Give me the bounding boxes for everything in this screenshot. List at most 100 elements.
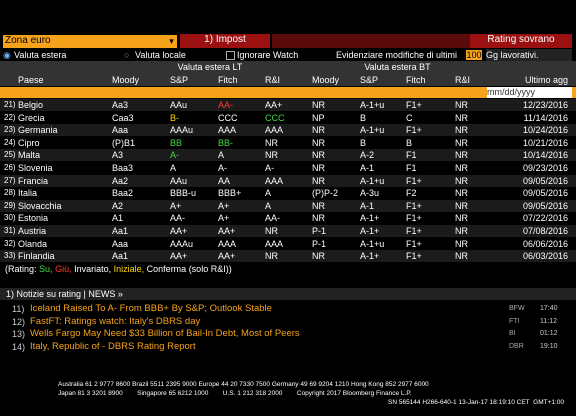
search-input[interactable]: Zona euro <box>3 35 167 48</box>
news-number[interactable]: 11) <box>12 304 25 314</box>
news-headline[interactable]: FastFT: Ratings watch: Italy's DBRS day <box>30 315 201 327</box>
table-cell: BBB-u <box>170 188 197 199</box>
table-cell: A <box>265 188 272 199</box>
table-row <box>0 250 576 263</box>
column-header[interactable]: S&P <box>170 75 189 85</box>
table-cell: AA- <box>218 100 234 110</box>
table-cell: NR <box>455 175 468 186</box>
table-cell: Aa1 <box>112 226 129 236</box>
table-cell: A+ <box>170 200 182 211</box>
table-row <box>0 212 576 225</box>
table-cell: NR <box>312 175 325 186</box>
table-cell: A- <box>170 150 179 161</box>
table-cell[interactable]: Germania <box>18 125 58 136</box>
row-number[interactable]: 33) <box>4 251 16 261</box>
news-time: 19:10 <box>540 342 558 350</box>
table-cell[interactable]: Slovenia <box>18 163 53 173</box>
row-number[interactable]: 28) <box>4 188 16 198</box>
table-cell: B <box>360 137 367 148</box>
table-row <box>0 174 576 187</box>
legend: (Rating: Su, Giù, Invariato, Iniziale, C… <box>5 263 234 275</box>
table-cell: 09/05/2016 <box>522 200 568 211</box>
settings-button[interactable]: 1) Impost <box>180 34 270 48</box>
row-number[interactable]: 24) <box>4 137 16 147</box>
column-header[interactable]: Moody <box>112 75 140 85</box>
table-cell: NR <box>265 226 278 236</box>
row-number[interactable]: 25) <box>4 150 16 160</box>
radio-label[interactable]: Valuta estera <box>14 50 67 60</box>
row-number[interactable]: 21) <box>4 100 16 109</box>
table-cell: 07/08/2016 <box>522 226 568 236</box>
row-number[interactable]: 32) <box>4 238 16 248</box>
row-number[interactable]: 23) <box>4 125 16 135</box>
row-number[interactable]: 29) <box>4 200 16 210</box>
column-header[interactable]: R&I <box>265 75 281 85</box>
table-cell: 06/03/2016 <box>522 251 568 262</box>
checkbox[interactable] <box>226 51 235 60</box>
table-cell: AAA <box>265 125 284 136</box>
column-header[interactable]: Ultimo agg <box>524 75 568 85</box>
column-header[interactable]: Fitch <box>218 75 238 85</box>
table-cell: AAA <box>265 175 284 186</box>
news-headline[interactable]: Iceland Raised To A- From BBB+ By S&P; O… <box>30 303 272 314</box>
table-cell: A <box>170 163 177 173</box>
news-headline[interactable]: Italy, Republic of - DBRS Rating Report <box>30 340 196 352</box>
table-cell[interactable]: Malta <box>18 150 41 161</box>
table-cell[interactable]: Grecia <box>18 112 45 123</box>
row-number[interactable]: 22) <box>4 112 16 122</box>
legend-item: Iniziale, <box>113 264 145 274</box>
table-cell[interactable]: Belgio <box>18 100 44 110</box>
table-cell[interactable]: Francia <box>18 175 49 186</box>
legend-item: Su, <box>39 264 53 274</box>
news-header[interactable]: 1) Notizie su rating | NEWS » <box>6 289 123 299</box>
column-header[interactable]: Paese <box>18 75 44 85</box>
row-number[interactable]: 26) <box>4 163 16 172</box>
legend-item: Invariato, <box>74 264 112 274</box>
header-bar <box>0 61 110 73</box>
table-cell: Aa2 <box>112 175 129 186</box>
dropdown-arrow[interactable]: ▾ <box>166 35 177 48</box>
news-number[interactable]: 13) <box>12 329 26 339</box>
days-input[interactable]: 100 <box>466 50 482 60</box>
table-row <box>0 149 576 162</box>
table-cell[interactable]: Estonia <box>18 213 49 224</box>
checkbox-label[interactable]: Ignorare Watch <box>237 50 299 60</box>
column-header[interactable]: Moody <box>312 75 340 85</box>
group-header: Valuta estera LT <box>110 61 310 73</box>
table-cell: AAA <box>218 125 237 136</box>
column-header[interactable]: R&I <box>455 75 471 85</box>
news-source: BFW <box>509 305 525 312</box>
row-number[interactable]: 30) <box>4 213 16 223</box>
table-cell: A-1+u <box>360 125 385 136</box>
table-cell: NR <box>455 163 468 173</box>
radio-selected[interactable]: ◉ <box>3 50 11 60</box>
table-cell[interactable]: Olanda <box>18 238 48 249</box>
table-cell: NR <box>312 100 325 110</box>
table-cell: NR <box>312 150 325 161</box>
column-header[interactable]: Fitch <box>406 75 426 85</box>
table-cell[interactable]: Austria <box>18 226 47 236</box>
row-number[interactable]: 31) <box>4 226 16 235</box>
radio-label[interactable]: Valuta locale <box>135 50 186 60</box>
news-source: BI <box>509 330 516 337</box>
date-filter[interactable]: mm/dd/yyyy <box>487 87 572 98</box>
news-headline[interactable]: Wells Fargo May Need $33 Billion of Bail… <box>30 328 300 339</box>
table-cell: AAA <box>218 238 237 249</box>
table-cell: B <box>360 112 367 123</box>
table-cell[interactable]: Italia <box>18 188 38 199</box>
column-header[interactable]: S&P <box>360 75 379 85</box>
table-cell: 06/06/2016 <box>522 238 568 249</box>
table-cell: Baa3 <box>112 163 134 173</box>
table-cell[interactable]: Finlandia <box>18 251 55 262</box>
table-cell[interactable]: Slovacchia <box>18 200 62 211</box>
table-cell[interactable]: Cipro <box>18 137 40 148</box>
row-number[interactable]: 27) <box>4 175 16 185</box>
news-number[interactable]: 12) <box>12 316 26 327</box>
table-cell: AAu <box>170 175 188 186</box>
table-cell: NP <box>312 112 325 123</box>
table-cell: A-1+u <box>360 175 385 186</box>
table-cell: A+ <box>218 213 230 224</box>
news-number[interactable]: 14) <box>12 341 26 352</box>
table-cell: A-1 <box>360 200 375 211</box>
radio[interactable]: ○ <box>124 50 130 60</box>
